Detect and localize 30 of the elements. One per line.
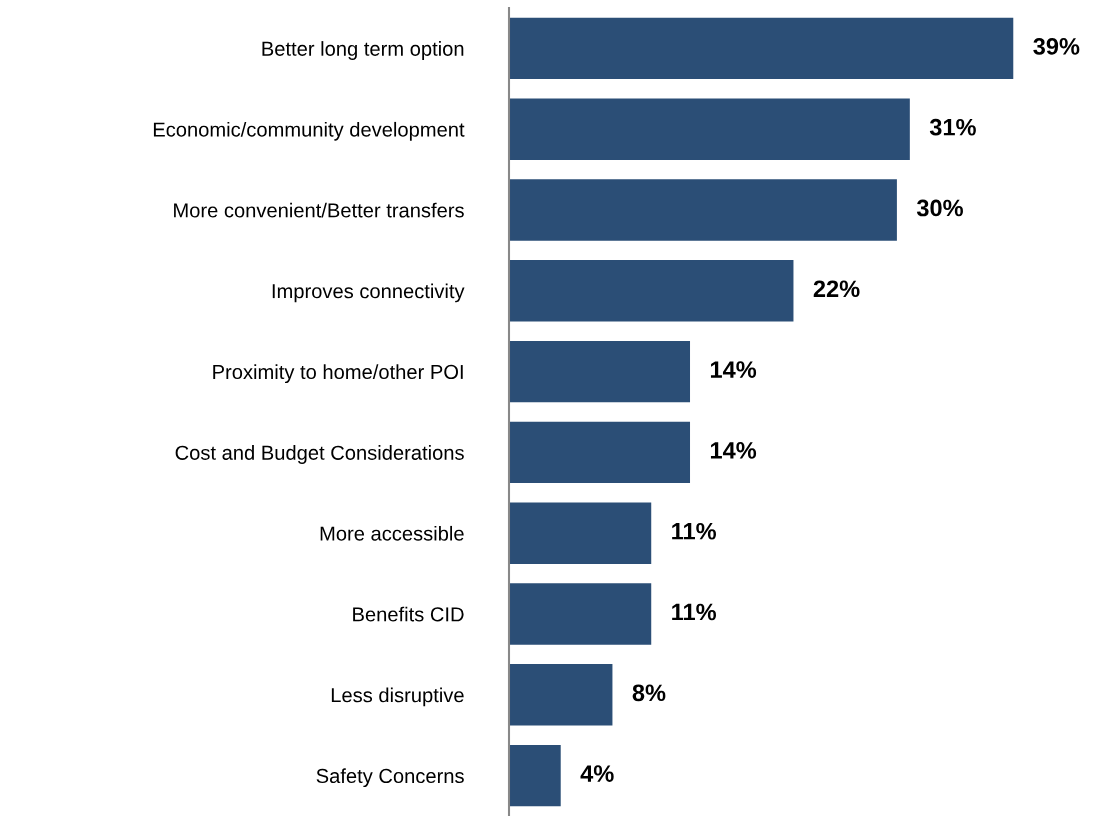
- y-tick-label: Economic/community development: [153, 121, 465, 141]
- bar: [509, 17, 1014, 80]
- data-label: 8%: [632, 684, 666, 702]
- data-label: 11%: [672, 522, 717, 540]
- data-label: 14%: [710, 442, 757, 459]
- y-tick-label: Less disruptive: [331, 687, 464, 707]
- data-label: 14%: [710, 361, 757, 378]
- bar: [509, 583, 652, 645]
- bar: [509, 664, 613, 726]
- y-tick-label: Proximity to home/other POI: [213, 364, 463, 384]
- bar: [509, 98, 910, 160]
- bar: [509, 260, 794, 322]
- data-label: 39%: [1033, 38, 1080, 55]
- bar: [509, 744, 561, 807]
- y-tick-label: Better long term option: [262, 41, 464, 60]
- bar: [509, 502, 652, 564]
- y-tick-label: More accessible: [320, 525, 464, 541]
- bar: [509, 421, 691, 484]
- data-label: 11%: [672, 603, 717, 621]
- data-label: 22%: [813, 280, 860, 298]
- y-tick-label: More convenient/Better transfers: [174, 202, 464, 218]
- y-tick-label: Improves connectivity: [272, 283, 465, 303]
- data-label: 31%: [929, 118, 976, 136]
- y-tick-label: Safety Concerns: [316, 768, 464, 788]
- bar: [509, 340, 691, 403]
- bar: [509, 179, 897, 241]
- y-tick-label: Benefits CID: [353, 606, 464, 622]
- data-label: 30%: [916, 199, 963, 217]
- data-label: 4%: [580, 765, 614, 782]
- y-tick-label: Cost and Budget Considerations: [175, 445, 464, 464]
